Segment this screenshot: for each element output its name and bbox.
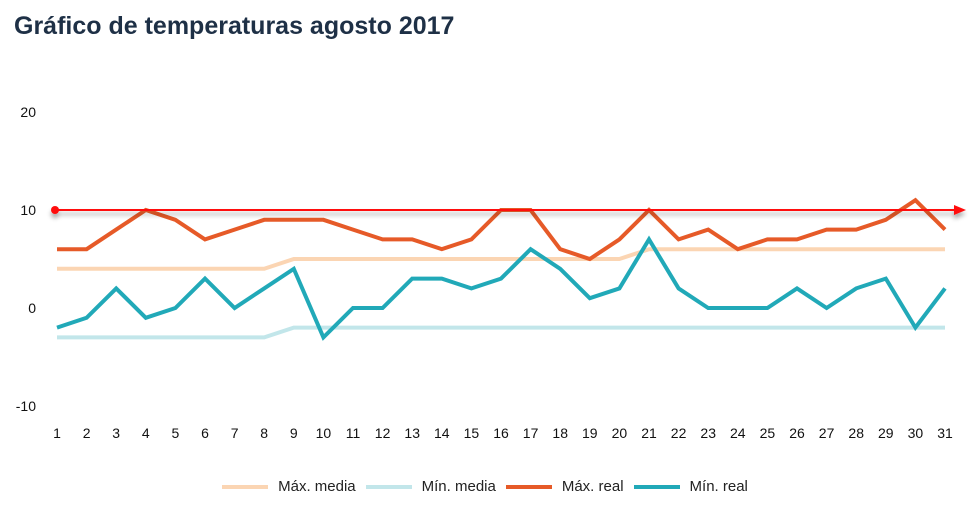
- x-tick-label: 10: [316, 425, 332, 441]
- x-axis: 1 2 3 4 5 6 7 8 9 10 11 12 13 14 15 16 17 18 19 20 21 22 23 24 2…: [53, 425, 953, 441]
- legend-label: Mín. real: [689, 478, 748, 495]
- y-axis: -10 0 10 20: [16, 104, 36, 414]
- x-tick-label: 9: [290, 425, 298, 441]
- x-tick-label: 31: [937, 425, 953, 441]
- x-tick-label: 23: [700, 425, 716, 441]
- x-tick-label: 14: [434, 425, 450, 441]
- x-tick-label: 2: [83, 425, 91, 441]
- x-tick-label: 5: [172, 425, 180, 441]
- x-tick-label: 11: [346, 425, 361, 441]
- legend-swatch: [633, 484, 680, 489]
- x-tick-label: 18: [552, 425, 568, 441]
- x-tick-label: 15: [464, 425, 480, 441]
- y-tick-label: 0: [28, 300, 36, 316]
- legend-label: Máx. media: [278, 478, 356, 495]
- x-tick-label: 16: [493, 425, 509, 441]
- series-layer: [56, 197, 947, 341]
- x-tick-label: 20: [612, 425, 628, 441]
- legend-swatch: [222, 484, 269, 489]
- x-tick-label: 26: [789, 425, 805, 441]
- x-tick-label: 22: [671, 425, 687, 441]
- series-line-min-real: [56, 235, 947, 341]
- x-tick-label: 12: [375, 425, 391, 441]
- x-tick-label: 28: [848, 425, 864, 441]
- x-tick-label: 17: [523, 425, 539, 441]
- y-tick-label: 20: [20, 104, 36, 120]
- legend-item[interactable]: Mín. media: [365, 478, 496, 495]
- legend-item[interactable]: Máx. real: [505, 478, 624, 495]
- legend-swatch: [365, 484, 412, 489]
- series-line-min-media: [57, 325, 945, 340]
- legend: Máx. media Mín. media Máx. real Mín. real: [0, 478, 970, 495]
- x-tick-label: 21: [641, 425, 657, 441]
- x-tick-label: 19: [582, 425, 598, 441]
- legend-item[interactable]: Máx. media: [222, 478, 356, 495]
- reference-line: [51, 205, 966, 215]
- reference-line-layer: [51, 205, 966, 215]
- x-tick-label: 30: [908, 425, 924, 441]
- reference-line-arrowhead: [954, 205, 966, 215]
- x-tick-label: 7: [231, 425, 239, 441]
- legend-item[interactable]: Mín. real: [633, 478, 748, 495]
- x-tick-label: 8: [260, 425, 268, 441]
- chart-title: Gráfico de temperaturas agosto 2017: [14, 12, 455, 40]
- x-tick-label: 25: [760, 425, 776, 441]
- y-tick-label: -10: [16, 398, 36, 414]
- legend-label: Mín. media: [421, 478, 496, 495]
- x-tick-label: 3: [112, 425, 120, 441]
- series-line-max-media: [57, 247, 945, 271]
- legend-swatch: [505, 484, 552, 489]
- x-tick-label: 24: [730, 425, 746, 441]
- x-tick-label: 6: [201, 425, 209, 441]
- legend-label: Máx. real: [561, 478, 624, 495]
- reference-line-start-dot: [51, 206, 59, 214]
- x-tick-label: 29: [878, 425, 894, 441]
- x-tick-label: 4: [142, 425, 150, 441]
- x-tick-label: 27: [819, 425, 835, 441]
- y-tick-label: 10: [20, 202, 36, 218]
- x-tick-label: 1: [53, 425, 61, 441]
- x-tick-label: 13: [404, 425, 420, 441]
